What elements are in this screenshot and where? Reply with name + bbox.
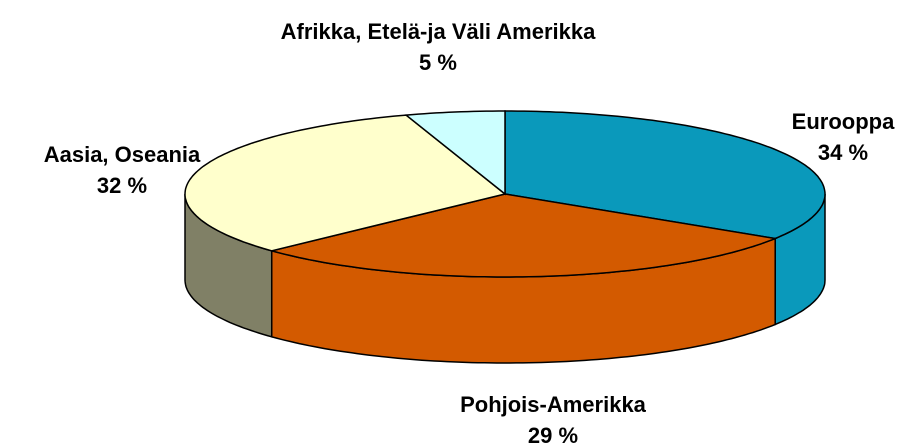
data-label: Eurooppa 34 % [792,106,895,168]
slice [271,193,778,278]
label-value: 5 % [419,50,457,75]
data-label: Afrikka, Etelä-ja Väli Amerikka 5 % [278,16,598,78]
slice [404,110,506,196]
label-category: Eurooppa [791,109,895,134]
data-label: Aasia, Oseania 32 % [44,139,201,201]
label-category: Afrikka, Etelä-ja Väli Amerikka [280,19,596,44]
label-category: Aasia, Oseania [43,142,201,167]
data-label: Pohjois-Amerikka 29 % [460,389,646,446]
slice [184,114,507,252]
label-value: 32 % [96,173,148,198]
label-value: 34 % [817,140,869,165]
label-category: Pohjois-Amerikka [460,392,646,417]
label-value: 29 % [527,423,579,446]
